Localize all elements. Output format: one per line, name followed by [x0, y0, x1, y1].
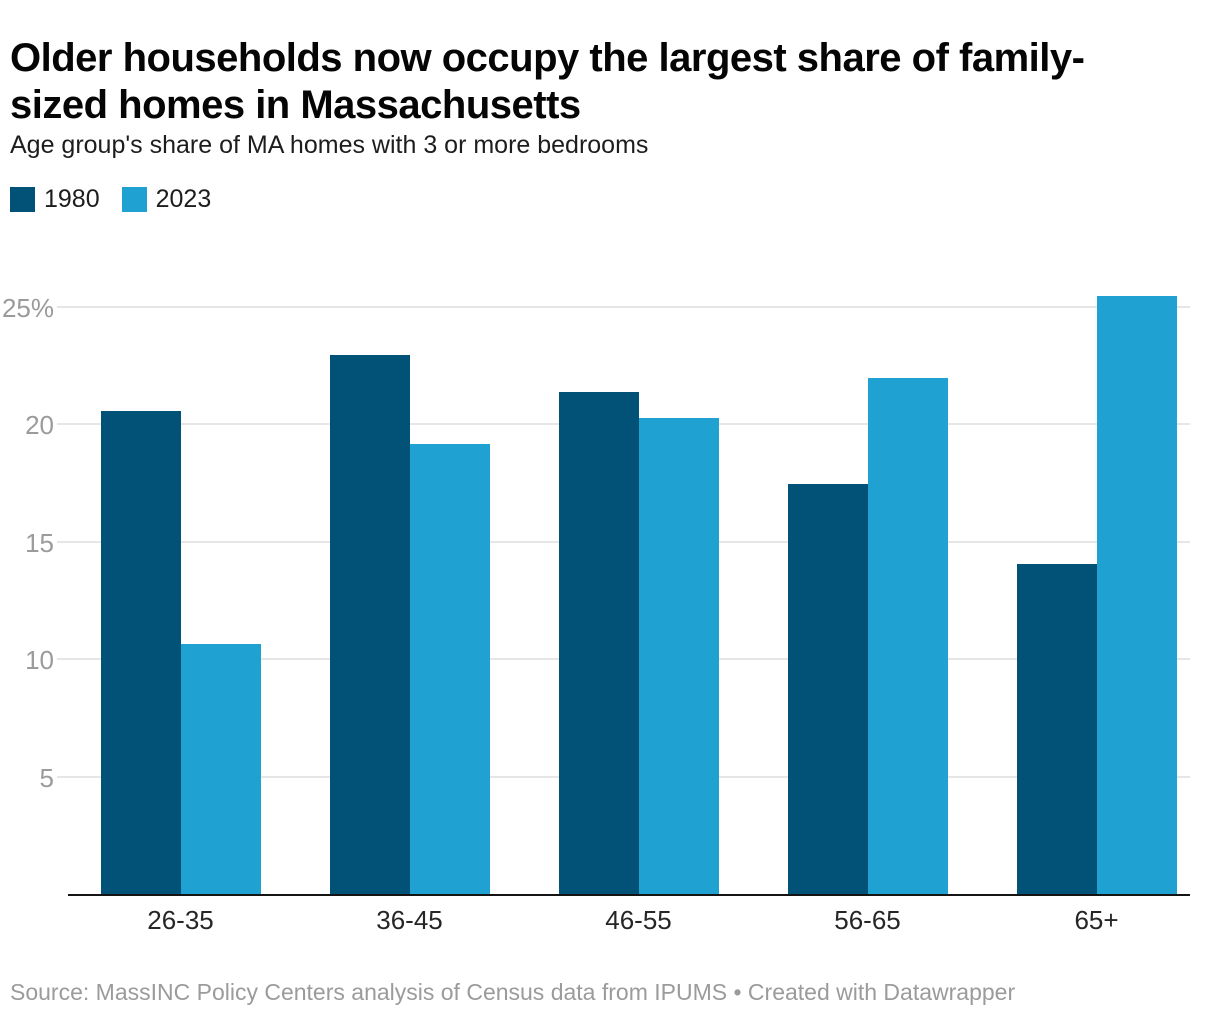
bar-2023-36-45	[409, 444, 490, 895]
bar-1980-36-45	[329, 354, 410, 895]
plot-area: 5 10 15 20 25%	[2, 268, 1190, 896]
legend: 1980 2023	[10, 185, 211, 214]
bar-1980-56-65	[787, 484, 868, 895]
x-axis-labels: 26-35 36-45 46-55 56-65 65+	[66, 905, 1211, 936]
bar-2023-46-55	[638, 418, 719, 895]
y-tick-label-20: 20	[25, 410, 54, 441]
x-axis-line	[68, 894, 1190, 896]
bar-group-65+	[982, 268, 1211, 895]
y-tick-label-10: 10	[25, 645, 54, 676]
y-tick-label-5: 5	[39, 762, 54, 793]
bar-group-56-65	[753, 268, 982, 895]
chart-title: Older households now occupy the largest …	[10, 35, 1085, 129]
bar-group-36-45	[295, 268, 524, 895]
bar-1980-26-35	[100, 411, 181, 895]
legend-item-1980: 1980	[10, 185, 100, 214]
bar-2023-65+	[1096, 296, 1177, 895]
bar-group-46-55	[524, 268, 753, 895]
y-tick-label-15: 15	[25, 527, 54, 558]
legend-item-2023: 2023	[121, 185, 212, 214]
legend-label-1980: 1980	[44, 185, 100, 213]
x-axis-label-65+: 65+	[1074, 905, 1119, 935]
legend-label-2023: 2023	[155, 185, 212, 213]
bars-area	[66, 268, 1211, 895]
chart-subtitle: Age group's share of MA homes with 3 or …	[10, 131, 649, 159]
y-tick-label-25: 25%	[1, 292, 54, 323]
x-axis-label-56-65: 56-65	[834, 905, 901, 935]
bar-2023-56-65	[867, 378, 948, 895]
legend-swatch-1980	[10, 187, 35, 212]
x-axis-label-46-55: 46-55	[605, 905, 672, 935]
source-line: Source: MassINC Policy Centers analysis …	[10, 979, 1016, 1005]
bar-1980-65+	[1016, 563, 1097, 895]
gridline-25	[57, 305, 1190, 308]
chart-title-line1: Older households now occupy the largest …	[10, 35, 1085, 80]
bar-1980-46-55	[558, 392, 639, 895]
x-axis-label-36-45: 36-45	[376, 905, 443, 935]
legend-swatch-2023	[121, 187, 147, 212]
chart-title-line2: sized homes in Massachusetts	[10, 82, 581, 127]
x-axis-label-26-35: 26-35	[147, 905, 214, 935]
bar-2023-26-35	[180, 643, 261, 895]
bar-group-26-35	[66, 268, 295, 895]
